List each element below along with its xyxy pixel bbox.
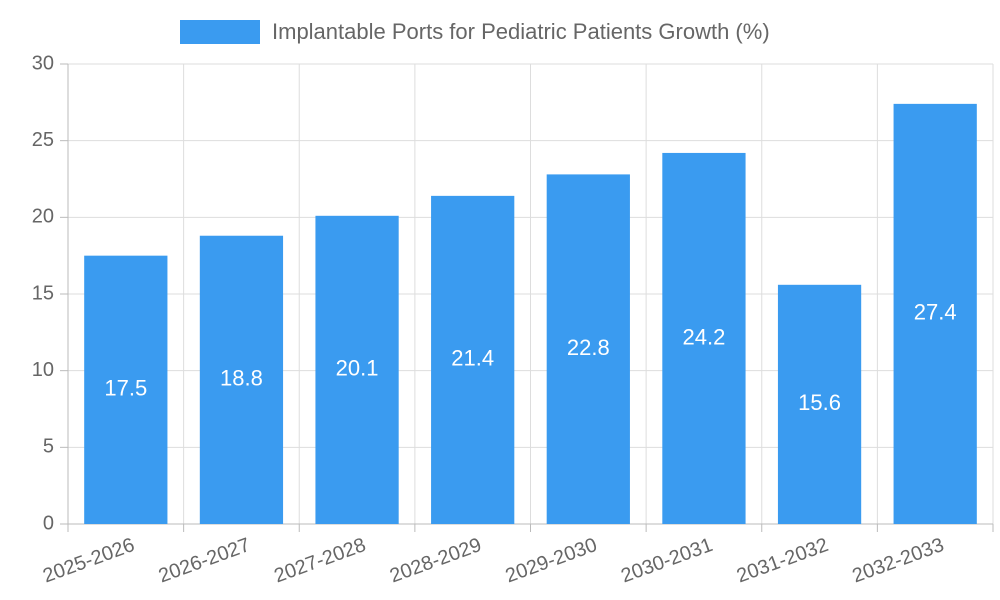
x-axis-ticks: 2025-2026 2026-2027 2027-2028 2028-2029 2029…	[40, 524, 994, 587]
x-tick-label: 2032-2033	[849, 534, 946, 587]
y-tick-label: 5	[43, 436, 54, 458]
data-label: 22.8	[567, 335, 610, 360]
bars	[84, 103, 977, 525]
bar	[199, 235, 284, 524]
legend-label: Implantable Ports for Pediatric Patients…	[272, 19, 770, 44]
legend-swatch	[180, 20, 260, 44]
y-tick-label: 10	[32, 359, 54, 381]
bar	[315, 215, 399, 525]
legend: Implantable Ports for Pediatric Patients…	[180, 19, 770, 44]
y-tick-label: 20	[32, 206, 54, 228]
x-tick-label: 2029-2030	[503, 534, 600, 587]
y-tick-label: 0	[43, 512, 54, 534]
data-label: 15.6	[798, 390, 841, 415]
data-label: 27.4	[914, 300, 957, 325]
x-tick-label: 2031-2032	[734, 534, 831, 587]
x-tick-label: 2025-2026	[40, 534, 137, 587]
data-label: 21.4	[451, 346, 494, 371]
bar	[431, 195, 515, 524]
bar	[893, 103, 977, 524]
x-tick-label: 2028-2029	[387, 534, 484, 587]
bar	[546, 174, 630, 524]
y-tick-label: 25	[32, 129, 54, 151]
x-tick-label: 2027-2028	[271, 534, 368, 587]
y-axis-ticks: 0 5 10 15 20 25 30	[32, 52, 68, 534]
y-tick-label: 15	[32, 282, 54, 304]
x-tick-label: 2030-2031	[618, 534, 715, 587]
bar	[662, 152, 746, 524]
data-label: 18.8	[220, 366, 263, 391]
bar	[777, 284, 862, 524]
data-label: 20.1	[336, 356, 379, 381]
x-tick-label: 2026-2027	[156, 534, 253, 587]
data-label: 24.2	[683, 324, 726, 349]
data-labels: 17.5 18.8 20.1 21.4 22.8 24.2 15.6 27.4	[104, 300, 956, 415]
y-tick-label: 30	[32, 52, 54, 74]
bar	[84, 255, 168, 524]
data-label: 17.5	[104, 376, 147, 401]
